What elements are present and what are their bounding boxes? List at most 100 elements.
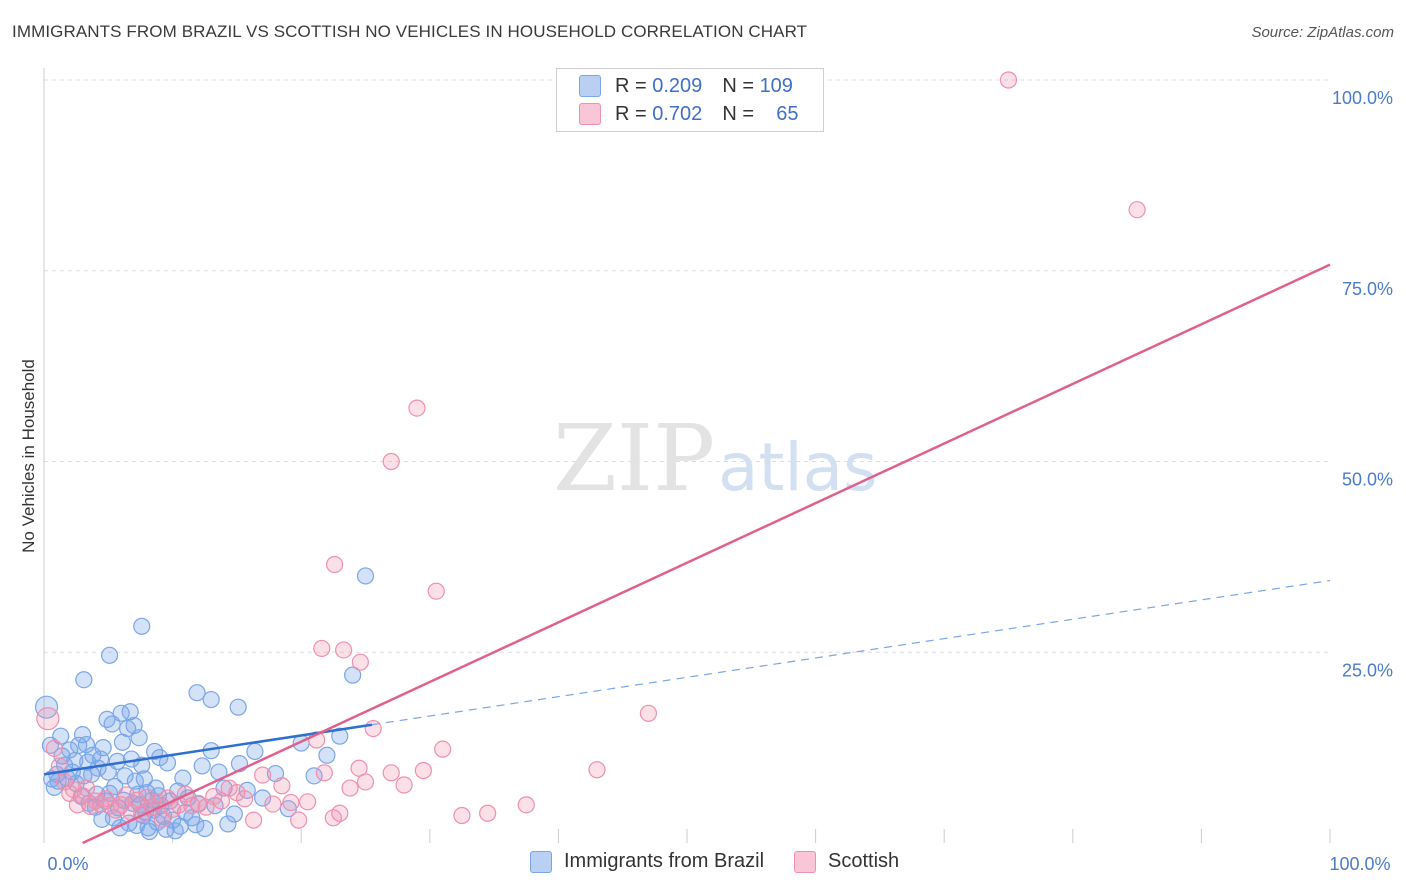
point-brazil (166, 822, 184, 840)
point-scottish (290, 811, 308, 829)
legend-n-label: N = (722, 74, 754, 97)
point-brazil (196, 819, 214, 838)
legend-r-value: 0.209 (652, 74, 703, 97)
point-brazil (187, 816, 205, 834)
point-scottish (356, 773, 375, 791)
point-brazil (75, 671, 93, 689)
point-scottish (254, 766, 272, 784)
legend-item-scottish[interactable]: Scottish (794, 850, 899, 873)
point-brazil (225, 805, 243, 823)
point-scottish (479, 804, 497, 822)
point-scottish (212, 792, 231, 810)
point-brazil (73, 726, 92, 744)
point-brazil (133, 617, 151, 635)
y-tick-label: 25.0% (1342, 660, 1393, 680)
point-scottish (382, 764, 400, 782)
point-scottish (36, 707, 60, 731)
point-brazil (219, 815, 237, 833)
stats-legend: R = 0.209 N = 109 R = 0.702 N = 65 (556, 68, 824, 132)
chart-title: IMMIGRANTS FROM BRAZIL VS SCOTTISH NO VE… (12, 22, 808, 41)
trend-scottish (82, 263, 1331, 845)
point-scottish (45, 739, 63, 757)
point-scottish (138, 788, 156, 806)
watermark: ZIP atlas (553, 405, 878, 512)
point-scottish (264, 795, 282, 813)
point-scottish (68, 796, 87, 814)
point-brazil (344, 666, 362, 684)
legend-r-label: R = (615, 74, 647, 97)
point-scottish (382, 452, 400, 471)
point-scottish (588, 761, 606, 779)
point-brazil (202, 690, 220, 709)
watermark-zip: ZIP (553, 405, 715, 512)
point-scottish (364, 719, 382, 738)
point-brazil (229, 698, 247, 716)
point-brazil (116, 767, 134, 785)
x-tick-min: 0.0% (47, 854, 88, 874)
point-scottish (183, 797, 201, 815)
legend-row-scottish: R = 0.702 N = 65 (579, 100, 798, 128)
point-scottish (999, 71, 1018, 89)
point-scottish (341, 779, 359, 797)
legend-swatch-scottish (579, 103, 601, 125)
point-brazil (356, 567, 375, 585)
legend-swatch-brazil (579, 75, 601, 97)
point-brazil (174, 769, 192, 787)
point-brazil (106, 777, 124, 796)
legend-item-brazil[interactable]: Immigrants from Brazil (530, 850, 764, 873)
legend-r-value: 0.702 (652, 102, 703, 125)
source-credit: Source: ZipAtlas.com (1251, 24, 1394, 41)
trend-lines (43, 263, 1331, 845)
point-scottish (639, 704, 658, 722)
point-scottish (395, 776, 413, 794)
point-scottish (236, 790, 254, 808)
y-tick-label: 100.0% (1332, 88, 1393, 108)
point-brazil (135, 770, 153, 788)
point-scottish (434, 740, 452, 758)
point-scottish (517, 796, 535, 814)
point-brazil (305, 767, 323, 785)
point-scottish (117, 786, 135, 804)
series-legend: Immigrants from Brazil Scottish (530, 850, 929, 873)
watermark-atlas: atlas (718, 429, 878, 506)
point-brazil (121, 703, 139, 721)
legend-row-brazil: R = 0.209 N = 109 (579, 72, 793, 100)
y-tick-labels: 100.0% 75.0% 50.0% 25.0% (1332, 88, 1393, 680)
point-scottish (351, 653, 369, 671)
legend-n-value: 109 (759, 74, 793, 97)
legend-n-label: N = (722, 102, 754, 125)
legend-label-brazil: Immigrants from Brazil (564, 850, 765, 872)
point-brazil (77, 735, 96, 754)
point-brazil (98, 710, 116, 728)
legend-label-scottish: Scottish (828, 850, 900, 872)
point-scottish (427, 582, 445, 600)
legend-swatch-scottish (794, 850, 817, 873)
legend-n-value: 65 (776, 102, 799, 125)
point-scottish (350, 759, 368, 777)
point-scottish (335, 641, 353, 659)
point-scottish (331, 804, 349, 822)
point-scottish (189, 794, 207, 812)
point-brazil (100, 646, 119, 664)
point-scottish (299, 793, 317, 811)
legend-swatch-brazil (530, 850, 552, 873)
point-brazil (246, 742, 264, 761)
point-scottish (1128, 201, 1146, 219)
y-tick-label: 75.0% (1342, 279, 1393, 299)
point-scottish (153, 810, 171, 828)
point-scottish (326, 555, 344, 574)
legend-r-label: R = (615, 102, 647, 125)
y-tick-label: 50.0% (1342, 470, 1393, 490)
point-scottish (408, 399, 426, 417)
point-brazil (318, 746, 336, 764)
trend-brazil-dashed (371, 579, 1331, 726)
point-scottish (313, 639, 331, 658)
point-brazil (130, 729, 148, 747)
point-scottish (245, 811, 263, 829)
point-brazil (331, 727, 349, 745)
y-axis-label: No Vehicles in Household (19, 359, 38, 553)
x-tick-max: 100.0% (1329, 854, 1390, 874)
point-scottish (50, 757, 69, 775)
point-scottish (86, 792, 105, 810)
